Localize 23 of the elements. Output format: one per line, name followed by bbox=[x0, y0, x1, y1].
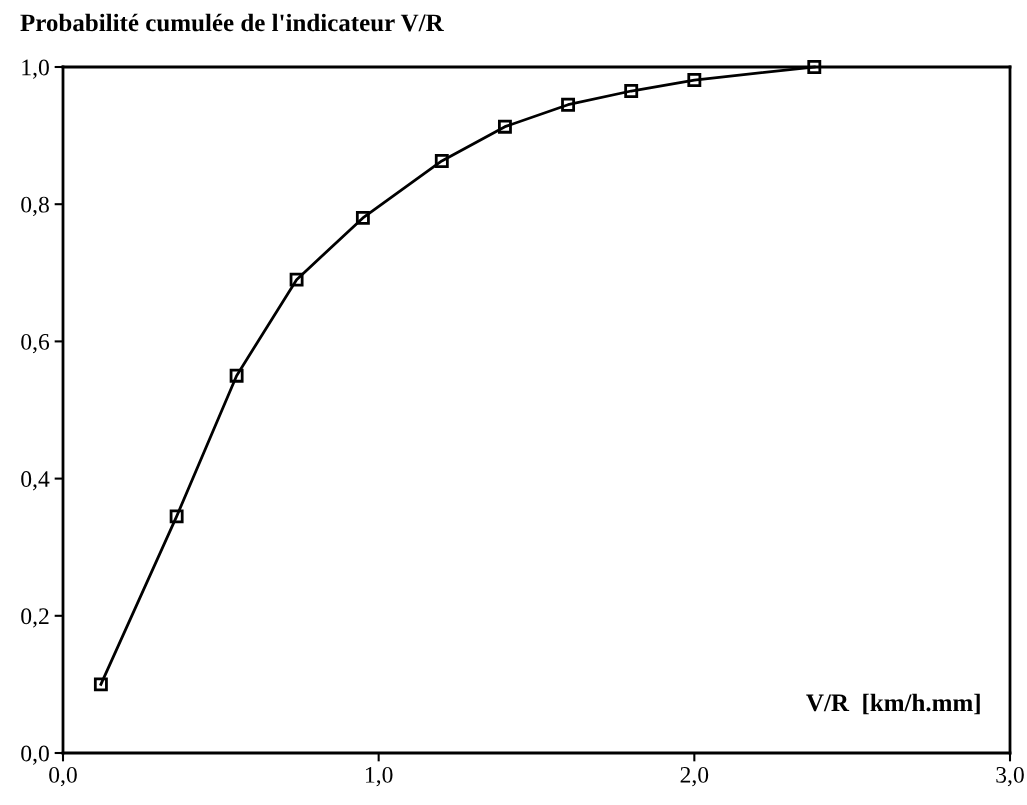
point bbox=[497, 119, 512, 134]
chart-title: Probabilité cumulée de l'indicateur V/R bbox=[20, 13, 444, 32]
x-tick-label: 2,0 bbox=[680, 766, 709, 787]
point bbox=[434, 154, 449, 168]
point bbox=[169, 509, 184, 524]
point bbox=[807, 60, 822, 74]
y-tick-label: 0,4 bbox=[21, 471, 50, 491]
y-tick-label: 1,0 bbox=[22, 59, 49, 79]
point bbox=[687, 73, 702, 87]
y-tick-label: 0,2 bbox=[21, 608, 49, 628]
point bbox=[93, 677, 108, 692]
point bbox=[624, 84, 639, 98]
x-axis-title: V/R [km/h.mm] bbox=[806, 693, 980, 715]
x-tick-label: 1,0 bbox=[365, 766, 393, 787]
y-tick-label: 0,0 bbox=[21, 745, 49, 765]
y-tick-label: 0,8 bbox=[21, 196, 49, 217]
x-tick-label: 3,0 bbox=[996, 766, 1024, 787]
point bbox=[561, 97, 576, 112]
point bbox=[289, 272, 304, 287]
y-tick-label: 0,6 bbox=[21, 333, 50, 354]
point bbox=[229, 368, 244, 383]
x-tick-label: 0,0 bbox=[49, 766, 77, 787]
point bbox=[355, 210, 370, 225]
